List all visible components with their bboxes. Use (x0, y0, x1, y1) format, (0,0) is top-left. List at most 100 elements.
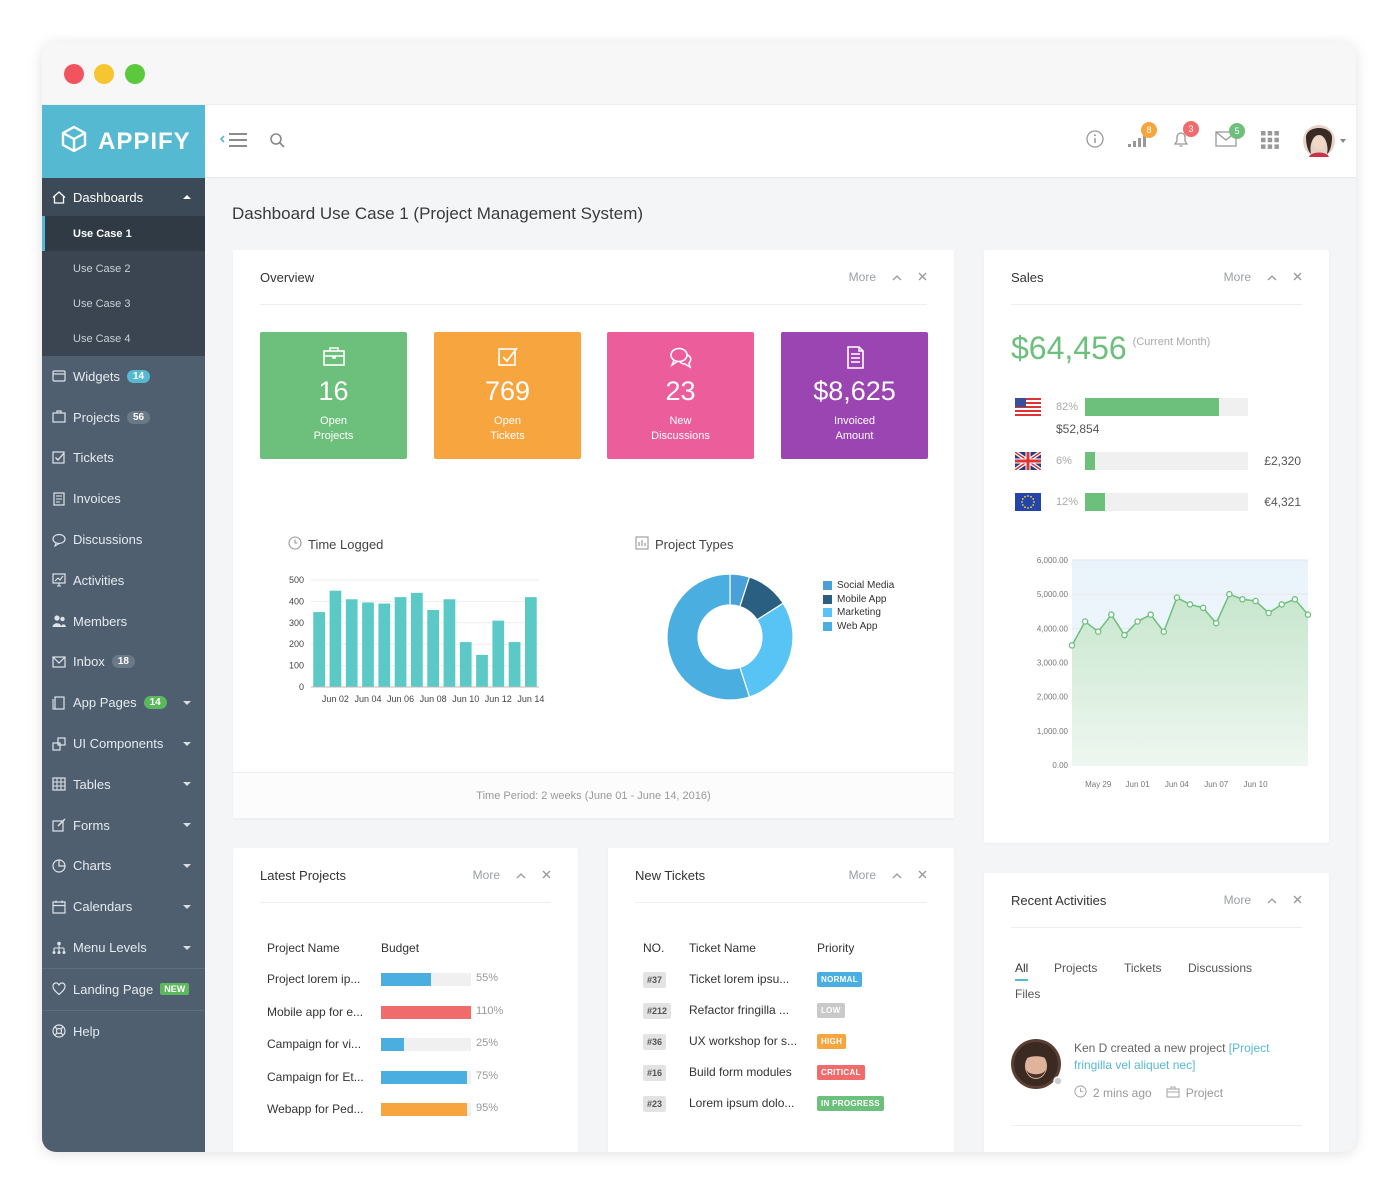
search-icon[interactable] (269, 132, 286, 149)
latest-projects-more-link[interactable]: More (472, 868, 500, 882)
pie-slice[interactable] (739, 602, 794, 698)
sidebar-item-dashboards[interactable]: Dashboards (42, 178, 205, 216)
project-name[interactable]: Campaign for vi... (267, 1037, 362, 1051)
collapse-menu-icon[interactable] (219, 131, 249, 149)
data-point[interactable] (1239, 596, 1246, 603)
user-avatar[interactable] (1301, 123, 1347, 159)
bar[interactable] (362, 602, 374, 687)
project-name[interactable]: Campaign for Et... (267, 1069, 364, 1084)
bar[interactable] (443, 599, 456, 687)
project-name[interactable]: Mobile app for e... (267, 1004, 364, 1019)
data-point[interactable] (1068, 642, 1076, 649)
sidebar-item-help[interactable]: Help (42, 1011, 205, 1052)
sidebar-item-members[interactable]: Members (42, 601, 205, 642)
data-point[interactable] (1173, 594, 1181, 601)
data-point[interactable] (1226, 590, 1233, 598)
mail-icon[interactable]: 5 (1215, 123, 1245, 147)
overview-tile-discussions[interactable]: 23 New Discussions (607, 332, 754, 459)
sidebar-item-charts[interactable]: Charts (42, 846, 205, 887)
sidebar-item-tables[interactable]: Tables (42, 764, 205, 805)
bar[interactable] (508, 642, 521, 687)
window-minimize-button[interactable] (94, 64, 114, 84)
ticket-name[interactable]: Refactor fringilla ... (689, 1003, 790, 1017)
sidebar-subitem-use-case-2[interactable]: Use Case 2 (73, 262, 131, 275)
collapse-icon[interactable] (1267, 270, 1277, 284)
project-name[interactable]: Webapp for Ped... (267, 1102, 364, 1116)
bar[interactable] (492, 620, 505, 687)
sidebar-item-app-pages[interactable]: App Pages 14 (42, 682, 205, 723)
tab-files[interactable]: Files (1015, 987, 1041, 1001)
ticket-name[interactable]: Lorem ipsum dolo... (689, 1096, 795, 1110)
info-icon[interactable] (1085, 129, 1105, 149)
tab-tickets[interactable]: Tickets (1124, 961, 1162, 975)
sidebar-item-tickets[interactable]: Tickets (42, 438, 205, 479)
sidebar-subitem-use-case-1[interactable]: Use Case 1 (42, 216, 205, 251)
data-point[interactable] (1108, 611, 1115, 618)
data-point[interactable] (1134, 618, 1141, 625)
sidebar-item-inbox[interactable]: Inbox 18 (42, 642, 205, 683)
data-point[interactable] (1278, 601, 1286, 608)
sidebar-subitem-use-case-3[interactable]: Use Case 3 (73, 297, 131, 310)
data-point[interactable] (1252, 597, 1259, 605)
sidebar-item-menu-levels[interactable]: Menu Levels (42, 927, 205, 968)
activity-project-link[interactable]: [Project fringilla vel aliquet nec] (1074, 1041, 1270, 1072)
close-icon[interactable] (1293, 893, 1302, 907)
brand-logo[interactable]: APPIFY (42, 105, 205, 178)
bar[interactable] (378, 603, 391, 687)
bar[interactable] (476, 654, 488, 687)
recent-activities-more-link[interactable]: More (1223, 893, 1251, 907)
overview-tile-amount[interactable]: $8,625 Invoiced Amount (781, 332, 928, 459)
activity-avatar[interactable] (1011, 1039, 1063, 1096)
project-name[interactable]: Project lorem ip... (267, 972, 361, 986)
collapse-icon[interactable] (892, 868, 902, 882)
sidebar-item-ui-components[interactable]: UI Components (42, 723, 205, 764)
overview-tile-projects[interactable]: 16 Open Projects (260, 332, 407, 459)
tab-projects[interactable]: Projects (1054, 961, 1098, 975)
overview-more-link[interactable]: More (848, 270, 876, 284)
tab-all[interactable]: All (1015, 961, 1029, 981)
bar[interactable] (524, 597, 537, 687)
bar[interactable] (427, 609, 440, 687)
new-tickets-more-link[interactable]: More (848, 868, 876, 882)
close-icon[interactable] (918, 868, 927, 882)
sidebar-item-projects[interactable]: Projects 56 (42, 397, 205, 438)
data-point[interactable] (1199, 604, 1207, 612)
ticket-name[interactable]: UX workshop for s... (689, 1034, 798, 1048)
sidebar-item-forms[interactable]: Forms (42, 805, 205, 846)
bar[interactable] (313, 612, 326, 687)
data-point[interactable] (1147, 611, 1154, 618)
close-icon[interactable] (1293, 270, 1302, 284)
bell-icon[interactable]: 3 (1171, 121, 1199, 149)
signal-icon[interactable]: 8 (1127, 122, 1157, 148)
data-point[interactable] (1304, 611, 1312, 618)
sidebar-item-discussions[interactable]: Discussions (42, 519, 205, 560)
data-point[interactable] (1212, 619, 1220, 627)
data-point[interactable] (1291, 596, 1299, 603)
data-point[interactable] (1186, 601, 1194, 608)
sidebar-item-widgets[interactable]: Widgets 14 (42, 356, 205, 397)
bar[interactable] (329, 590, 342, 687)
sidebar-item-activities[interactable]: Activities (42, 560, 205, 601)
tab-discussions[interactable]: Discussions (1188, 961, 1253, 975)
bar[interactable] (410, 592, 423, 687)
sidebar-item-calendars[interactable]: Calendars (42, 886, 205, 927)
collapse-icon[interactable] (892, 270, 902, 284)
window-maximize-button[interactable] (125, 64, 145, 84)
data-point[interactable] (1081, 618, 1089, 625)
sales-more-link[interactable]: More (1223, 270, 1251, 284)
ticket-name[interactable]: Ticket lorem ipsu... (689, 972, 790, 986)
data-point[interactable] (1094, 628, 1102, 636)
collapse-icon[interactable] (1267, 893, 1277, 907)
close-icon[interactable] (542, 868, 551, 882)
sidebar-item-landing-page[interactable]: Landing Page NEW (42, 969, 205, 1010)
sidebar-subitem-use-case-4[interactable]: Use Case 4 (73, 332, 131, 345)
collapse-icon[interactable] (516, 868, 526, 882)
ticket-name[interactable]: Build form modules (689, 1065, 792, 1079)
overview-tile-tickets[interactable]: 769 Open Tickets (434, 332, 581, 459)
close-icon[interactable] (918, 270, 927, 284)
bar[interactable] (459, 642, 472, 687)
pie-slice[interactable] (666, 573, 751, 701)
bar[interactable] (394, 597, 407, 687)
data-point[interactable] (1160, 628, 1168, 636)
window-close-button[interactable] (64, 64, 84, 84)
